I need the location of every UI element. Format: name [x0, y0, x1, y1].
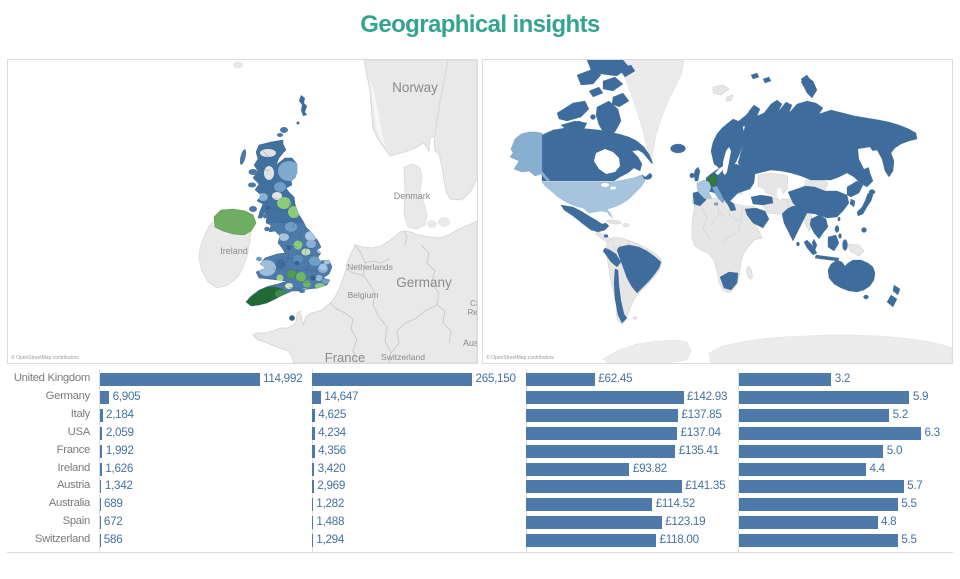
- svg-text:Netherlands: Netherlands: [347, 262, 393, 272]
- svg-text:Denmark: Denmark: [394, 191, 431, 201]
- svg-text:Cz: Cz: [470, 299, 477, 308]
- svg-text:Germany: Germany: [396, 275, 452, 290]
- svg-text:Ireland: Ireland: [220, 246, 248, 256]
- svg-text:Belgium: Belgium: [348, 290, 379, 300]
- svg-text:France: France: [325, 350, 365, 363]
- svg-text:Aust: Aust: [463, 338, 477, 348]
- svg-text:Rep: Rep: [468, 308, 477, 317]
- svg-text:Switzerland: Switzerland: [381, 352, 425, 362]
- svg-text:Norway: Norway: [392, 80, 438, 95]
